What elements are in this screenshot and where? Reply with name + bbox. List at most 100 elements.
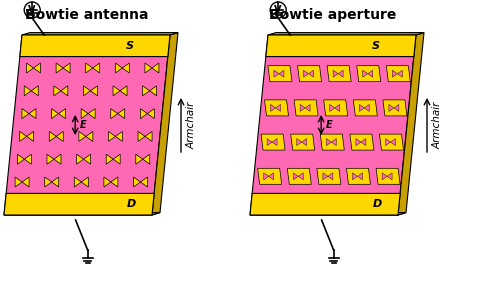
Polygon shape <box>56 131 64 142</box>
Polygon shape <box>54 154 61 164</box>
Polygon shape <box>145 63 152 73</box>
Polygon shape <box>47 154 54 164</box>
Polygon shape <box>106 154 113 164</box>
Polygon shape <box>24 86 31 96</box>
Polygon shape <box>300 104 305 111</box>
Polygon shape <box>120 86 127 96</box>
Polygon shape <box>268 66 292 82</box>
Polygon shape <box>354 100 378 116</box>
Polygon shape <box>386 66 410 82</box>
Polygon shape <box>288 168 312 184</box>
Polygon shape <box>138 131 145 142</box>
Polygon shape <box>364 104 370 111</box>
Text: Armchair: Armchair <box>187 101 197 149</box>
Polygon shape <box>394 104 399 111</box>
Polygon shape <box>76 154 84 164</box>
Polygon shape <box>50 131 56 142</box>
Polygon shape <box>274 70 279 77</box>
Polygon shape <box>152 63 159 73</box>
Polygon shape <box>390 139 396 146</box>
Polygon shape <box>389 104 394 111</box>
Text: S: S <box>126 41 134 51</box>
Polygon shape <box>134 177 140 187</box>
Polygon shape <box>82 177 88 187</box>
Polygon shape <box>361 139 366 146</box>
Polygon shape <box>145 131 152 142</box>
Polygon shape <box>387 173 392 180</box>
Polygon shape <box>350 134 374 150</box>
Polygon shape <box>22 32 178 35</box>
Polygon shape <box>320 134 344 150</box>
Polygon shape <box>327 66 351 82</box>
Polygon shape <box>22 177 29 187</box>
Polygon shape <box>111 177 118 187</box>
Polygon shape <box>267 139 272 146</box>
Polygon shape <box>136 154 143 164</box>
Polygon shape <box>61 86 68 96</box>
Polygon shape <box>304 70 308 77</box>
Polygon shape <box>84 154 90 164</box>
Polygon shape <box>74 177 82 187</box>
Text: D: D <box>373 199 382 209</box>
Polygon shape <box>250 193 400 215</box>
Polygon shape <box>362 70 368 77</box>
Text: Bowtie aperture: Bowtie aperture <box>270 8 396 22</box>
Polygon shape <box>140 108 147 119</box>
Polygon shape <box>268 173 274 180</box>
Polygon shape <box>86 131 93 142</box>
Polygon shape <box>104 177 111 187</box>
Polygon shape <box>330 104 334 111</box>
Polygon shape <box>398 32 424 215</box>
Polygon shape <box>328 173 333 180</box>
Text: V: V <box>274 5 282 15</box>
Polygon shape <box>338 70 343 77</box>
Polygon shape <box>140 177 147 187</box>
Polygon shape <box>272 139 277 146</box>
Polygon shape <box>54 86 61 96</box>
Polygon shape <box>360 104 364 111</box>
Polygon shape <box>118 108 124 119</box>
Polygon shape <box>4 35 170 215</box>
Polygon shape <box>116 131 122 142</box>
Polygon shape <box>352 173 358 180</box>
Polygon shape <box>368 70 372 77</box>
Polygon shape <box>376 168 400 184</box>
Polygon shape <box>333 70 338 77</box>
Polygon shape <box>250 35 416 215</box>
Polygon shape <box>108 131 116 142</box>
Polygon shape <box>4 193 154 215</box>
Polygon shape <box>250 213 406 215</box>
Polygon shape <box>24 154 32 164</box>
Text: S: S <box>372 41 380 51</box>
Polygon shape <box>323 173 328 180</box>
Text: E: E <box>80 120 87 130</box>
Polygon shape <box>150 86 156 96</box>
Polygon shape <box>264 100 288 116</box>
Polygon shape <box>270 104 276 111</box>
Polygon shape <box>26 63 34 73</box>
Polygon shape <box>266 35 416 57</box>
Polygon shape <box>81 108 88 119</box>
Polygon shape <box>110 108 117 119</box>
Polygon shape <box>326 139 332 146</box>
Polygon shape <box>383 100 407 116</box>
Polygon shape <box>398 70 402 77</box>
Polygon shape <box>152 32 178 215</box>
Polygon shape <box>113 86 120 96</box>
Polygon shape <box>294 173 298 180</box>
Polygon shape <box>380 134 404 150</box>
Polygon shape <box>20 35 170 57</box>
Polygon shape <box>382 173 387 180</box>
Polygon shape <box>264 173 268 180</box>
Circle shape <box>270 2 286 18</box>
Polygon shape <box>334 104 340 111</box>
Polygon shape <box>296 139 302 146</box>
Text: V: V <box>28 5 36 15</box>
Polygon shape <box>332 139 336 146</box>
Polygon shape <box>356 139 361 146</box>
Polygon shape <box>58 108 66 119</box>
Polygon shape <box>148 108 154 119</box>
Polygon shape <box>56 63 63 73</box>
Polygon shape <box>324 100 347 116</box>
Polygon shape <box>52 177 59 187</box>
